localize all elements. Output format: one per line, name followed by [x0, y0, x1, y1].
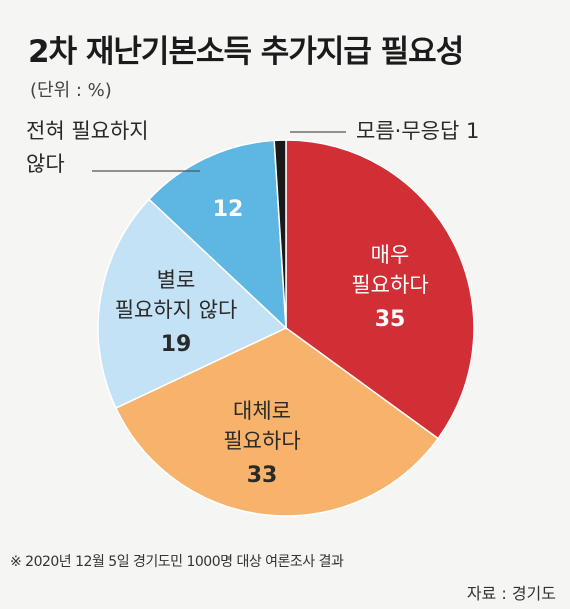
- slice-value: 33: [247, 463, 278, 488]
- unit-label: (단위 : %): [30, 80, 112, 101]
- slice-label: 모름·무응답 1: [356, 119, 479, 143]
- slice-value: 35: [375, 307, 406, 332]
- slice-label: 전혀 필요하지: [26, 119, 149, 143]
- slice-label: 매우: [371, 243, 410, 267]
- slice-not-very-needed: [97, 198, 288, 410]
- footnote: ※ 2020년 12월 5일 경기도민 1000명 대상 여론조사 결과: [10, 554, 344, 570]
- slice-value: 12: [213, 197, 244, 222]
- chart-title: 2차 재난기본소득 추가지급 필요성: [28, 34, 464, 70]
- slice-label: 대체로: [233, 399, 291, 423]
- slice-label: 필요하지 않다: [115, 298, 238, 322]
- slice-not-needed-at-all: [147, 139, 287, 330]
- slice-label: 별로: [157, 268, 196, 292]
- slice-somewhat-needed: [114, 327, 440, 517]
- slice-label: 필요하다: [351, 273, 428, 297]
- source-note: 자료 : 경기도: [466, 584, 556, 603]
- slice-label: 필요하다: [223, 429, 300, 453]
- slice-very-needed: [285, 139, 475, 440]
- slice-value: 19: [161, 332, 192, 357]
- slice-label: 않다: [26, 152, 65, 176]
- slice-dont-know: [273, 139, 287, 329]
